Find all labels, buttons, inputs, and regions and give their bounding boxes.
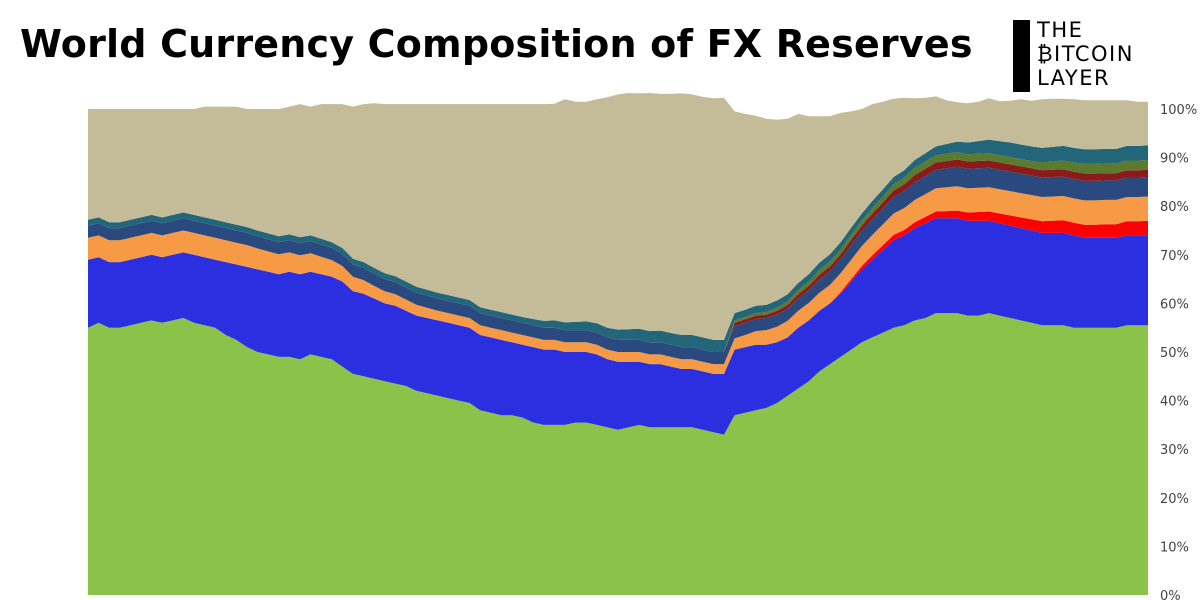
logo-line-3: LAYER [1037,66,1111,90]
area-series-6 [88,152,1148,352]
area-series-3 [88,186,1148,374]
area-series-8 [88,93,1148,340]
chart-title: World Currency Composition of FX Reserve… [20,22,973,66]
area-series-4 [88,166,1148,365]
area-layers [88,93,1148,595]
y-tick-label: 50% [1160,346,1189,361]
y-tick-label: 80% [1160,200,1189,215]
y-tick-label: 40% [1160,395,1189,410]
y-tick-label: 20% [1160,492,1189,507]
area-series-7 [88,139,1148,352]
y-tick-label: 100% [1160,103,1197,118]
y-tick-label: 30% [1160,443,1189,458]
logo-line-1: THE [1037,18,1084,42]
y-axis-ticks: 0% 10% 20% 30% 40% 50% 60% 70% 80% 90% 100% [1160,103,1197,600]
y-tick-label: 10% [1160,540,1189,555]
area-series-2 [88,210,1148,374]
y-tick-label: 60% [1160,297,1189,312]
y-tick-label: 70% [1160,249,1189,264]
area-series-0 [88,313,1148,595]
bitcoin-layer-logo: THE ₿ITCOIN LAYER [1013,18,1153,94]
area-series-5 [88,159,1148,352]
logo-bar-icon [1013,20,1030,92]
y-tick-label: 90% [1160,152,1189,167]
area-series-1 [88,218,1148,435]
logo-line-2: ₿ITCOIN [1037,42,1134,66]
y-tick-label: 0% [1160,589,1181,600]
